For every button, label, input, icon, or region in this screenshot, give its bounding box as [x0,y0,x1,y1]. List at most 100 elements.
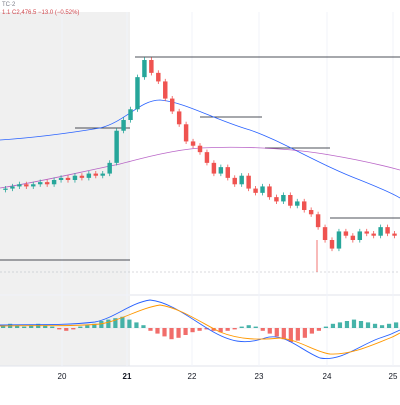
macd-histogram-bar [281,328,286,340]
macd-histogram-bar [113,318,118,328]
macd-histogram-bar [169,328,174,340]
macd-histogram-bar [29,325,34,328]
candle-body [288,195,293,206]
macd-histogram-bar [323,326,329,328]
candle-body [246,175,251,189]
macd-histogram-bar [162,328,167,337]
candle-body [31,184,36,187]
x-tick-20: 20 [57,372,67,381]
macd-histogram-bar [71,328,76,330]
candle-body [322,227,328,240]
macd-histogram-bar [57,328,62,330]
price-legend: TC·2 [2,2,15,8]
price-legend-values: 1.1 C2,476.5 −13.0 (−0.52%) [2,10,79,16]
macd-histogram-bar [225,328,230,331]
candle-body [163,81,168,99]
macd-histogram-bar [330,323,336,328]
candle-body [121,120,126,131]
legend-close: C2,476.5 [12,10,37,16]
candle-body [281,195,286,202]
candle-body [10,186,15,189]
macd-histogram-bar [190,328,195,333]
macd-line [0,299,400,360]
signal-line [0,304,400,355]
candle-body [253,188,258,193]
macd-histogram-bar [141,325,146,328]
candle-body [190,141,196,146]
macd-histogram-bar [274,328,279,337]
macd-histogram-bar [260,328,265,331]
candle-body [135,77,140,110]
legend-symbol: TC·2 [2,2,16,8]
macd-histogram-bar [176,328,181,338]
macd-histogram-bar [78,326,83,328]
x-tick-25: 25 [388,372,398,381]
macd-indicator [0,299,400,360]
candle-body [44,182,50,185]
macd-histogram-bar [127,319,132,328]
candle-body [343,231,349,236]
ma-fast-line [0,99,400,199]
candle-body [350,235,356,240]
grid-lines [61,12,394,366]
candle-body [142,60,147,78]
candle-body [385,227,390,234]
macd-histogram-bar [337,322,343,328]
candle-body [204,152,210,163]
candle-body [392,233,397,236]
candle-body [218,167,224,174]
candle-body [260,186,265,193]
macd-histogram-bar [302,328,307,338]
macd-histogram-bar [393,322,399,328]
macd-histogram-bar [344,321,350,328]
macd-histogram-bar [316,328,321,331]
x-tick-23: 23 [254,372,264,381]
candle-body [315,214,321,228]
candle-body [176,111,182,125]
macd-highlight [0,296,130,366]
candle-body [371,233,376,236]
macd-histogram-bar [232,328,237,330]
macd-histogram-bar [64,328,69,331]
candle-body [51,180,57,185]
macd-histogram-bar [134,322,139,328]
candle-body [357,231,363,240]
macd-histogram-bar [211,328,216,331]
candle-body [308,210,314,215]
macd-histogram-bar [204,328,209,330]
horizontal-levels[interactable] [0,56,400,273]
candle-body [72,175,78,180]
candles-group [3,57,397,272]
candle-body [93,173,99,176]
candle-body [86,173,92,178]
macd-histogram-bar [386,323,392,328]
candle-body [107,162,112,174]
macd-histogram-bar [15,325,20,328]
macd-histogram-bar [351,319,357,328]
macd-histogram-bar [379,325,385,328]
candle-body [301,201,307,210]
candle-body [336,231,342,249]
session-highlight [0,12,130,294]
macd-histogram-bar [288,328,293,342]
candle-body [225,167,231,178]
candle-body [295,201,300,206]
candle-body [239,175,244,185]
macd-histogram-bar [43,325,48,328]
candle-body [24,184,29,187]
candle-body [364,231,369,234]
macd-histogram-bar [120,316,125,328]
candle-body [149,60,154,73]
candle-body [183,124,189,142]
candle-body [3,188,8,190]
candle-body [156,72,161,82]
macd-histogram-bar [148,328,153,331]
macd-histogram-bar [365,322,371,328]
macd-histogram-bar [358,321,364,328]
macd-histogram-bar [99,321,104,328]
macd-histogram-bar [85,325,90,328]
candle-body [79,175,85,178]
macd-histogram-bar [50,326,55,328]
